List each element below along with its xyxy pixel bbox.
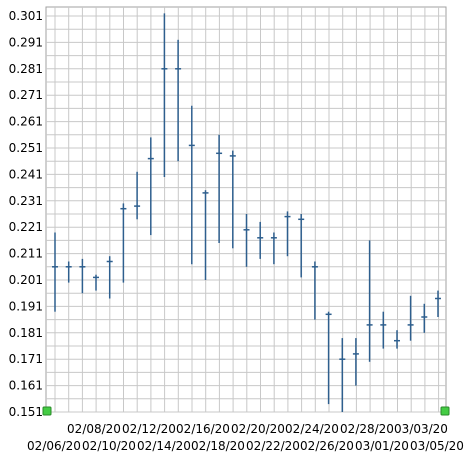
ohlc-bar xyxy=(52,232,58,312)
ohlc-bar xyxy=(257,221,264,259)
ohlc-bar xyxy=(134,171,141,220)
right-scroll-handle[interactable] xyxy=(440,406,450,416)
x-tick-label: 02/26/20 xyxy=(300,439,354,453)
y-tick-label: 0.191 xyxy=(9,299,43,313)
ohlc-bar xyxy=(188,105,195,265)
ohlc-bar xyxy=(421,303,428,333)
y-tick-label: 0.281 xyxy=(9,62,43,76)
x-tick-label: 02/28/20 xyxy=(340,422,394,436)
x-tick-label: 02/24/20 xyxy=(285,422,339,436)
ohlc-bar xyxy=(325,311,332,405)
y-tick-label: 0.221 xyxy=(9,220,43,234)
x-axis-tick-labels: 02/08/20 02/12/20 02/16/20 02/20/20 02/24/20… xyxy=(27,422,464,453)
y-tick-label: 0.201 xyxy=(9,273,43,287)
ohlc-bars xyxy=(52,13,441,412)
x-tick-label: 02/22/20 xyxy=(246,439,300,453)
y-tick-label: 0.181 xyxy=(9,326,43,340)
ohlc-bar xyxy=(311,261,318,320)
x-tick-label: 02/10/20 xyxy=(82,439,136,453)
ohlc-bar xyxy=(284,211,291,257)
ohlc-bar xyxy=(229,150,236,249)
ohlc-bar xyxy=(65,261,72,283)
ohlc-bar xyxy=(93,274,99,291)
ohlc-bar xyxy=(366,240,373,362)
x-tick-label: 03/01/20 xyxy=(355,439,409,453)
y-tick-label: 0.231 xyxy=(9,194,43,208)
y-tick-label: 0.251 xyxy=(9,141,43,155)
plot-background xyxy=(45,6,447,413)
ohlc-bar xyxy=(407,295,414,341)
ohlc-bar xyxy=(298,214,305,278)
ohlc-bar xyxy=(380,311,387,349)
ohlc-bar xyxy=(202,190,209,280)
ohlc-bar xyxy=(270,232,277,265)
x-tick-label: 02/14/20 xyxy=(137,439,191,453)
ohlc-bar xyxy=(175,39,182,162)
ohlc-bar xyxy=(435,290,441,317)
y-tick-label: 0.161 xyxy=(9,379,43,393)
x-tick-label: 02/16/20 xyxy=(176,422,230,436)
left-scroll-handle[interactable] xyxy=(42,406,52,416)
ohlc-bar xyxy=(394,330,400,349)
ohlc-bar xyxy=(120,203,127,283)
ohlc-bar xyxy=(106,256,113,299)
y-tick-label: 0.301 xyxy=(9,9,43,23)
x-tick-label: 02/12/20 xyxy=(122,422,176,436)
y-tick-label: 0.211 xyxy=(9,247,43,261)
y-tick-label: 0.241 xyxy=(9,167,43,181)
ohlc-bar xyxy=(339,338,346,412)
y-tick-label: 0.291 xyxy=(9,35,43,49)
ohlc-bar xyxy=(161,13,168,177)
x-tick-label: 03/05/20 xyxy=(410,439,464,453)
x-tick-label: 02/20/20 xyxy=(231,422,285,436)
y-axis-tick-labels: 0.301 0.291 0.281 0.271 0.261 0.251 0.241 0.231… xyxy=(9,9,43,419)
y-tick-label: 0.271 xyxy=(9,88,43,102)
ohlc-bar xyxy=(79,258,86,294)
ohlc-bar xyxy=(147,137,154,236)
y-tick-label: 0.151 xyxy=(9,405,43,419)
ohlc-bar xyxy=(352,338,359,386)
x-tick-label: 03/03/20 xyxy=(394,422,448,436)
ohlc-bar xyxy=(243,214,250,267)
x-tick-label: 02/08/20 xyxy=(67,422,121,436)
y-tick-label: 0.171 xyxy=(9,352,43,366)
x-tick-label: 02/18/20 xyxy=(191,439,245,453)
x-tick-label: 02/06/20 xyxy=(27,439,81,453)
y-tick-label: 0.261 xyxy=(9,115,43,129)
ohlc-bar xyxy=(216,134,223,243)
